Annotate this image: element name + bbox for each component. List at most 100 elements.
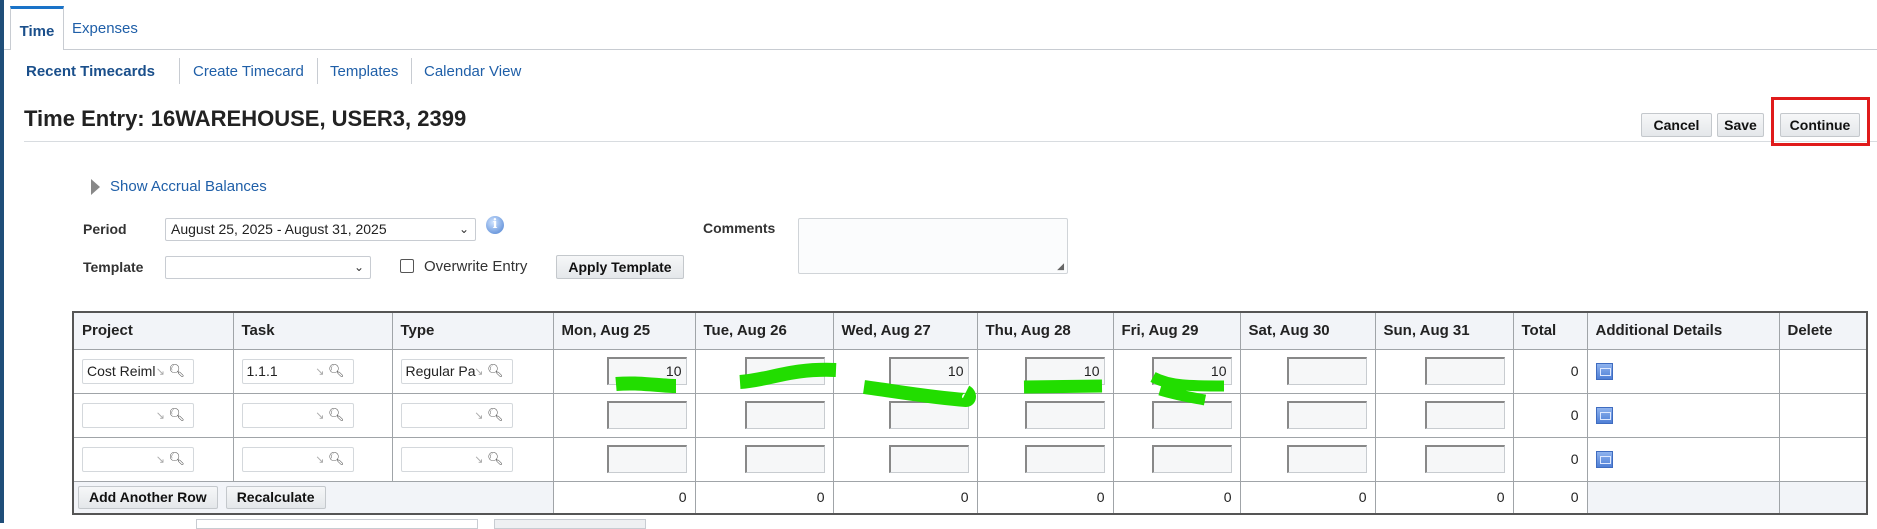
hours-input[interactable] [888,445,969,473]
details-icon[interactable] [1595,406,1613,424]
column-header: Task [232,311,393,350]
bottom-field[interactable] [196,519,478,529]
hours-cell [1239,392,1376,438]
project-input[interactable]: ↘ 🔍︎ [82,402,194,428]
search-icon[interactable]: 🔍︎ [327,406,345,422]
bottom-button[interactable] [494,519,646,529]
comments-label: Comments [703,220,776,236]
hours-input[interactable]: 10 [606,357,687,385]
subnav-templates[interactable]: Templates [330,63,399,80]
day-total: 0 [1112,480,1241,515]
search-icon[interactable]: 🔍︎ [327,362,345,378]
hours-cell: 10 [832,348,978,394]
search-icon[interactable]: 🔍︎ [327,450,345,466]
column-header: Tue, Aug 26 [694,311,834,350]
hours-input[interactable] [888,401,969,429]
footer-empty [1586,480,1780,515]
hours-input[interactable] [1024,401,1105,429]
hours-cell [1112,436,1241,482]
type-input[interactable]: Regular Pa ↘ 🔍︎ [400,358,513,384]
task-input[interactable]: 1.1.1 ↘ 🔍︎ [241,358,354,384]
details-icon[interactable] [1595,362,1613,380]
hours-input[interactable] [1151,401,1232,429]
hours-cell: 10 [1112,348,1241,394]
search-icon[interactable]: 🔍︎ [486,406,504,422]
task-input[interactable]: ↘ 🔍︎ [241,446,354,472]
hours-input[interactable] [744,445,825,473]
hours-input[interactable] [1024,445,1105,473]
delete-cell [1778,392,1868,438]
hours-input[interactable]: 10 [888,357,969,385]
details-icon[interactable] [1595,450,1613,468]
hours-cell: 10 [552,348,696,394]
left-frame-border [0,0,4,523]
hours-cell [1374,392,1514,438]
project-input[interactable]: ↘ 🔍︎ [82,446,194,472]
add-another-row-button[interactable]: Add Another Row [78,485,218,509]
hours-input[interactable]: 10 [1024,357,1105,385]
timecard-table: Project Task Type Mon, Aug 25 Tue, Aug 26 Wed… [72,311,1868,515]
arrow-icon: ↘ [474,453,484,466]
tab-divider [62,49,1877,50]
search-icon[interactable]: 🔍︎ [168,406,185,422]
hours-input[interactable]: 10 [1151,357,1232,385]
additional-details-cell [1586,348,1780,394]
continue-button[interactable]: Continue [1780,113,1860,137]
column-header: Project [72,311,234,350]
subnav-recent-timecards[interactable]: Recent Timecards [26,63,155,80]
resize-handle-icon[interactable]: ◢ [1057,261,1064,271]
search-icon[interactable]: 🔍︎ [486,362,504,378]
hours-input[interactable] [1286,357,1367,385]
cancel-button[interactable]: Cancel [1641,113,1712,137]
subnav-create-timecard[interactable]: Create Timecard [193,63,304,80]
hours-input[interactable] [1424,401,1505,429]
search-icon[interactable]: 🔍︎ [486,450,504,466]
hours-input[interactable] [1151,445,1232,473]
overwrite-entry-checkbox[interactable] [400,259,414,273]
highlight-box [1771,97,1870,146]
task-cell: 1.1.1 ↘ 🔍︎ [232,348,393,394]
hours-cell [1239,348,1376,394]
hours-input[interactable] [744,401,825,429]
show-accrual-balances-link[interactable]: Show Accrual Balances [110,178,267,195]
delete-cell [1778,348,1868,394]
hours-input[interactable]: 10 [744,357,825,385]
column-header: Type [391,311,554,350]
project-cell: ↘ 🔍︎ [72,392,234,438]
hours-input[interactable] [1286,445,1367,473]
type-value: Regular Pa [405,362,476,379]
column-header: Sat, Aug 30 [1239,311,1376,350]
save-button[interactable]: Save [1717,113,1764,137]
type-input[interactable]: ↘ 🔍︎ [400,402,513,428]
hours-input[interactable] [1424,445,1505,473]
hours-cell [1374,436,1514,482]
comments-textarea[interactable]: ◢ [798,218,1068,274]
search-icon[interactable]: 🔍︎ [168,362,185,378]
info-icon[interactable]: i [486,216,504,234]
recalculate-button[interactable]: Recalculate [225,485,326,509]
hours-input[interactable] [606,401,687,429]
subnav-separator [317,58,318,84]
apply-template-button[interactable]: Apply Template [556,255,684,279]
column-header: Fri, Aug 29 [1112,311,1241,350]
hours-input[interactable] [1424,357,1505,385]
arrow-icon: ↘ [474,409,484,422]
type-input[interactable]: ↘ 🔍︎ [400,446,513,472]
table-row: ↘ 🔍︎ ↘ 🔍︎ ↘ 🔍︎ 0 [72,436,1868,482]
hours-cell [832,436,978,482]
arrow-icon: ↘ [315,365,325,378]
period-select[interactable]: August 25, 2025 - August 31, 2025 ⌄ [165,218,476,241]
tab-time[interactable]: Time [10,6,64,50]
template-select[interactable]: ⌄ [165,256,371,279]
subnav-separator [411,58,412,84]
hours-input[interactable] [1286,401,1367,429]
tab-expenses[interactable]: Expenses [72,20,138,37]
search-icon[interactable]: 🔍︎ [168,450,185,466]
hours-input[interactable] [606,445,687,473]
hours-cell [976,392,1114,438]
project-input[interactable]: Cost Reiml ↘ 🔍︎ [82,358,194,384]
triangle-right-icon[interactable] [91,179,100,195]
task-input[interactable]: ↘ 🔍︎ [241,402,354,428]
hours-cell [694,436,834,482]
subnav-calendar-view[interactable]: Calendar View [424,63,522,80]
